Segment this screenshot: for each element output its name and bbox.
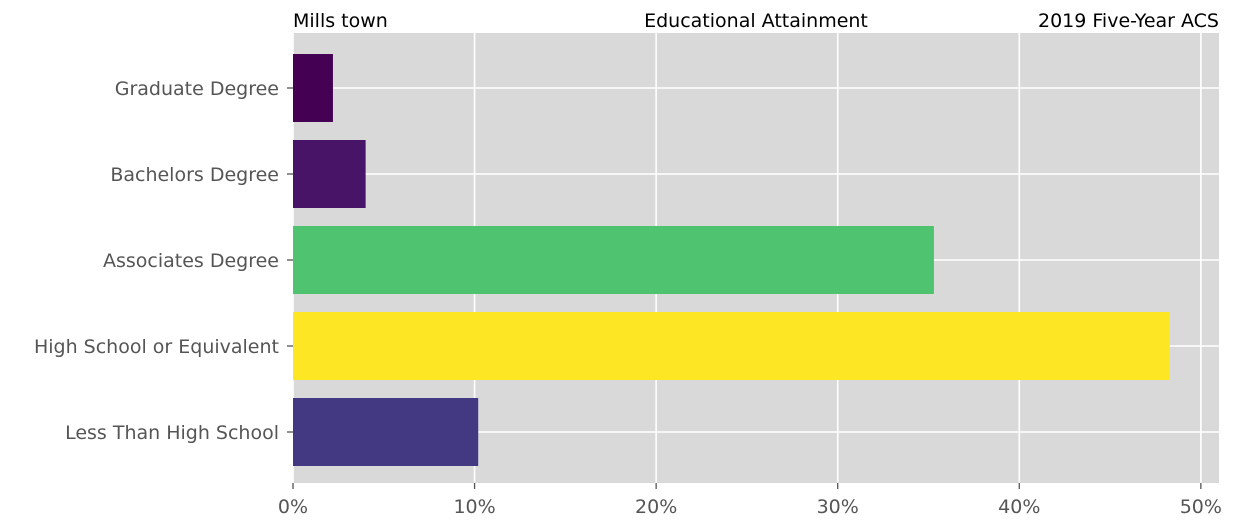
bar: [293, 226, 934, 294]
place-name: Mills town: [293, 10, 388, 32]
chart-title: Educational Attainment: [644, 10, 868, 32]
x-tick-label: 10%: [453, 496, 495, 518]
x-tick-label: 50%: [1180, 496, 1222, 518]
y-tick-label: Graduate Degree: [115, 78, 279, 100]
x-tick-label: 30%: [817, 496, 859, 518]
x-tick-label: 20%: [635, 496, 677, 518]
bar: [293, 312, 1170, 380]
x-tick-label: 0%: [278, 496, 308, 518]
x-tick-label: 40%: [998, 496, 1040, 518]
y-tick-label: High School or Equivalent: [34, 336, 279, 358]
bars: [293, 54, 1170, 466]
data-source: 2019 Five-Year ACS: [1038, 10, 1219, 32]
x-axis: 0% 10% 20% 30% 40% 50%: [278, 483, 1222, 518]
y-axis: Graduate Degree Bachelors Degree Associate…: [34, 78, 293, 444]
bar: [293, 140, 366, 208]
y-tick-label: Associates Degree: [103, 250, 279, 272]
y-tick-label: Less Than High School: [65, 422, 279, 444]
bar: [293, 54, 333, 122]
bar: [293, 398, 479, 466]
y-tick-label: Bachelors Degree: [110, 164, 279, 186]
